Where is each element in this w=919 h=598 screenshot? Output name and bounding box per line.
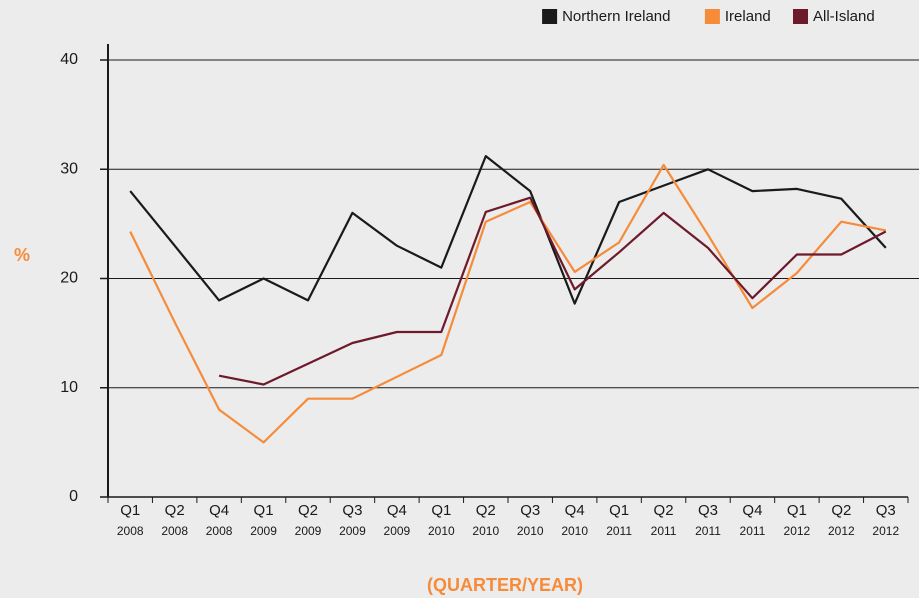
x-tick-label: Q1	[431, 502, 451, 519]
legend-label: Northern Ireland	[562, 8, 670, 25]
x-tick-year: 2008	[206, 524, 233, 538]
legend-label: All-Island	[813, 8, 875, 25]
line	[218, 196, 887, 386]
x-tick-label: Q3	[342, 502, 362, 519]
x-tick-year: 2010	[428, 524, 455, 538]
line	[129, 155, 887, 305]
y-tick-label: 30	[60, 160, 78, 177]
x-tick-year: 2012	[784, 524, 811, 538]
x-tick-label: Q4	[387, 502, 407, 519]
y-tick-label: 40	[60, 51, 78, 68]
legend-swatch	[704, 9, 720, 24]
x-tick-year: 2012	[872, 524, 899, 538]
x-tick-year: 2008	[161, 524, 188, 538]
y-tick-label: 10	[60, 379, 78, 396]
x-tick-label: Q3	[520, 502, 540, 519]
x-tick-label: Q3	[698, 502, 718, 519]
x-tick-year: 2010	[561, 524, 588, 538]
x-tick-label: Q1	[787, 502, 807, 519]
x-tick-label: Q2	[298, 502, 318, 519]
x-tick-label: Q2	[654, 502, 674, 519]
x-tick-year: 2009	[384, 524, 411, 538]
x-tick-year: 2012	[828, 524, 855, 538]
x-tick-label: Q2	[831, 502, 851, 519]
x-tick-year: 2010	[517, 524, 544, 538]
x-tick-year: 2008	[117, 524, 144, 538]
legend-swatch	[542, 9, 558, 24]
x-tick-label: Q4	[209, 502, 229, 519]
x-tick-label: Q1	[609, 502, 629, 519]
x-tick-label: Q1	[120, 502, 140, 519]
x-tick-year: 2011	[695, 524, 721, 538]
y-axis-label: %	[14, 245, 30, 265]
legend-label: Ireland	[725, 8, 771, 25]
x-tick-year: 2009	[295, 524, 322, 538]
x-tick-year: 2011	[606, 524, 632, 538]
x-tick-label: Q1	[254, 502, 274, 519]
line	[129, 163, 887, 444]
x-tick-label: Q3	[876, 502, 896, 519]
x-tick-label: Q2	[165, 502, 185, 519]
x-axis-label: (QUARTER/YEAR)	[427, 575, 583, 595]
x-tick-year: 2010	[472, 524, 499, 538]
x-tick-label: Q2	[476, 502, 496, 519]
x-tick-year: 2011	[651, 524, 677, 538]
x-tick-year: 2009	[339, 524, 366, 538]
x-tick-year: 2011	[740, 524, 766, 538]
x-tick-label: Q4	[565, 502, 585, 519]
legend-swatch	[793, 9, 808, 24]
y-tick-label: 0	[69, 488, 78, 505]
x-tick-label: Q4	[742, 502, 762, 519]
y-tick-label: 20	[60, 270, 78, 287]
x-tick-year: 2009	[250, 524, 277, 538]
